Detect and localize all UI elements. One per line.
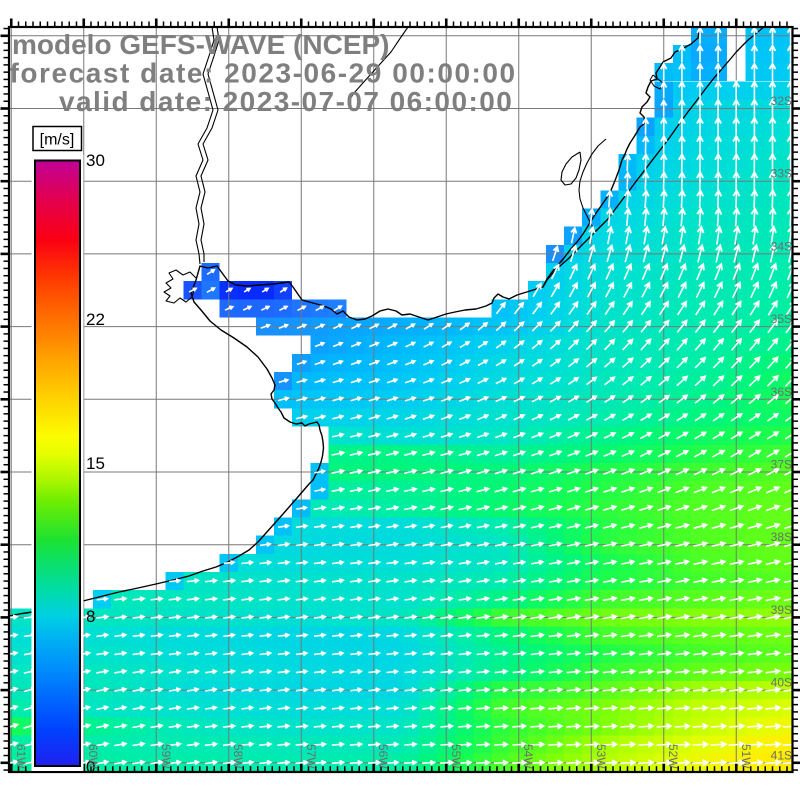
svg-text:8: 8 xyxy=(86,607,95,626)
svg-text:52W: 52W xyxy=(666,744,680,769)
svg-text:30: 30 xyxy=(86,151,105,170)
svg-text:forecast date: 2023-06-29 00:0: forecast date: 2023-06-29 00:00:00 xyxy=(10,58,517,89)
svg-text:61W: 61W xyxy=(14,744,28,769)
svg-text:valid date: 2023-07-07 06:00:0: valid date: 2023-07-07 06:00:00 xyxy=(59,86,513,117)
svg-text:37S: 37S xyxy=(771,458,792,472)
svg-text:38S: 38S xyxy=(771,530,792,544)
svg-text:51W: 51W xyxy=(739,744,753,769)
svg-text:15: 15 xyxy=(86,454,105,473)
svg-text:0: 0 xyxy=(86,758,95,777)
svg-text:41S: 41S xyxy=(771,748,792,762)
svg-text:32S: 32S xyxy=(771,94,792,108)
svg-text:58W: 58W xyxy=(231,744,245,769)
svg-text:40S: 40S xyxy=(771,676,792,690)
svg-text:35S: 35S xyxy=(771,312,792,326)
svg-text:56W: 56W xyxy=(376,744,390,769)
svg-text:60W: 60W xyxy=(86,744,100,769)
svg-text:55W: 55W xyxy=(449,744,463,769)
svg-text:53W: 53W xyxy=(594,744,608,769)
svg-text:36S: 36S xyxy=(771,385,792,399)
svg-text:54W: 54W xyxy=(521,744,535,769)
svg-text:[m/s]: [m/s] xyxy=(40,132,75,149)
svg-text:33S: 33S xyxy=(771,167,792,181)
svg-text:modelo GEFS-WAVE (NCEP): modelo GEFS-WAVE (NCEP) xyxy=(12,29,390,60)
svg-text:34S: 34S xyxy=(771,239,792,253)
svg-text:22: 22 xyxy=(86,310,105,329)
svg-text:39S: 39S xyxy=(771,603,792,617)
svg-text:59W: 59W xyxy=(159,744,173,769)
svg-text:57W: 57W xyxy=(304,744,318,769)
